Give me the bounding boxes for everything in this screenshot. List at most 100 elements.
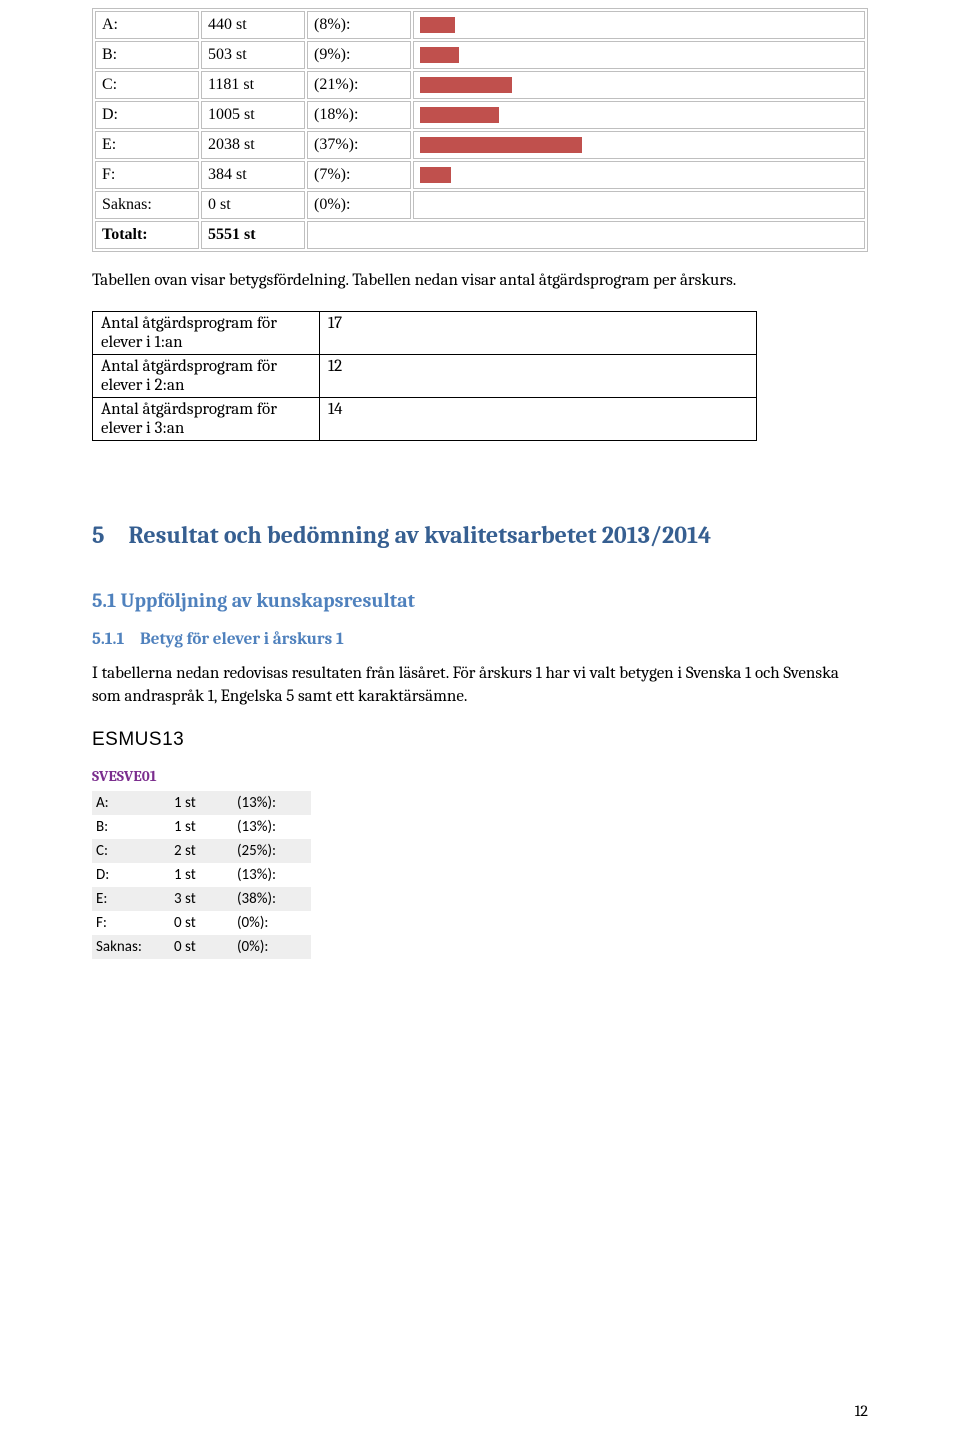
atgard-value: 14 [320, 397, 757, 440]
grade-count: 440 st [201, 11, 305, 39]
atgard-value: 17 [320, 311, 757, 354]
total-value: 5551 st [201, 221, 305, 249]
bar-track [420, 197, 858, 213]
grade-percent: (18%): [307, 101, 411, 129]
bar-track [420, 17, 858, 33]
page: A:440 st(8%):B:503 st(9%):C:1181 st(21%)… [0, 0, 960, 1448]
grade-count: 1 st [170, 863, 233, 887]
table-row: E:2038 st(37%): [95, 131, 865, 159]
grade-label: E: [92, 887, 170, 911]
grade-label: B: [95, 41, 199, 69]
grade-count: 1005 st [201, 101, 305, 129]
atgard-label: Antal åtgärdsprogram för elever i 3:an [93, 397, 320, 440]
table-row: B:503 st(9%): [95, 41, 865, 69]
bar-fill [420, 47, 459, 63]
table-row: Antal åtgärdsprogram för elever i 3:an14 [93, 397, 757, 440]
grade-count: 2 st [170, 839, 233, 863]
grade-percent: (0%): [233, 911, 311, 935]
intro-paragraph: Tabellen ovan visar betygsfördelning. Ta… [92, 270, 868, 293]
table-row-total: Totalt:5551 st [95, 221, 865, 249]
grade-table-body: A:440 st(8%):B:503 st(9%):C:1181 st(21%)… [95, 11, 865, 249]
grade-percent: (13%): [233, 863, 311, 887]
bar-fill [420, 137, 582, 153]
course-code: ESMUS13 [92, 729, 868, 751]
table-row: Saknas:0 st(0%): [92, 935, 311, 959]
subject-code: SVESVE01 [92, 767, 868, 785]
heading-5: 5 Resultat och bedömning av kvalitetsarb… [92, 521, 868, 549]
grade-bar-cell [413, 71, 865, 99]
grade-count: 3 st [170, 887, 233, 911]
grade-bar-cell [413, 131, 865, 159]
grade-count: 0 st [170, 911, 233, 935]
grade-count: 0 st [201, 191, 305, 219]
grade-label: C: [95, 71, 199, 99]
bar-fill [420, 17, 455, 33]
grade-percent: (37%): [307, 131, 411, 159]
grade-label: Saknas: [95, 191, 199, 219]
section-paragraph: I tabellerna nedan redovisas resultaten … [92, 663, 868, 709]
grade-label: D: [92, 863, 170, 887]
grade-label: F: [95, 161, 199, 189]
page-number: 12 [855, 1402, 868, 1420]
grade-bar-cell [413, 11, 865, 39]
table-row: D:1 st(13%): [92, 863, 311, 887]
table-row: C:1181 st(21%): [95, 71, 865, 99]
atgard-value: 12 [320, 354, 757, 397]
grade-count: 503 st [201, 41, 305, 69]
table-row: A:1 st(13%): [92, 791, 311, 815]
atgard-label: Antal åtgärdsprogram för elever i 2:an [93, 354, 320, 397]
grade-label: Saknas: [92, 935, 170, 959]
grade-bar-cell [413, 161, 865, 189]
total-label: Totalt: [95, 221, 199, 249]
table-row: Antal åtgärdsprogram för elever i 2:an12 [93, 354, 757, 397]
grade-bar-cell [413, 191, 865, 219]
grade-count: 1 st [170, 791, 233, 815]
grade-percent: (8%): [307, 11, 411, 39]
bar-track [420, 107, 858, 123]
grade-label: A: [95, 11, 199, 39]
grade-percent: (7%): [307, 161, 411, 189]
grade-percent: (21%): [307, 71, 411, 99]
heading-5-1-1-number: 5.1.1 [92, 630, 140, 649]
bar-fill [420, 107, 499, 123]
grade-percent: (13%): [233, 791, 311, 815]
grade-count: 2038 st [201, 131, 305, 159]
atgard-table-body: Antal åtgärdsprogram för elever i 1:an17… [93, 311, 757, 440]
bar-track [420, 47, 858, 63]
bar-fill [420, 77, 512, 93]
table-row: Antal åtgärdsprogram för elever i 1:an17 [93, 311, 757, 354]
grade-label: E: [95, 131, 199, 159]
grade-label: C: [92, 839, 170, 863]
table-row: F:384 st(7%): [95, 161, 865, 189]
table-row: F:0 st(0%): [92, 911, 311, 935]
grade-bar-cell [413, 41, 865, 69]
subject-grade-body: A:1 st(13%):B:1 st(13%):C:2 st(25%):D:1 … [92, 791, 311, 959]
table-row: E:3 st(38%): [92, 887, 311, 911]
grade-percent: (25%): [233, 839, 311, 863]
grade-count: 1181 st [201, 71, 305, 99]
table-row: Saknas:0 st(0%): [95, 191, 865, 219]
grade-percent: (13%): [233, 815, 311, 839]
bar-fill [420, 167, 451, 183]
table-row: C:2 st(25%): [92, 839, 311, 863]
grade-percent: (9%): [307, 41, 411, 69]
grade-distribution-table: A:440 st(8%):B:503 st(9%):C:1181 st(21%)… [92, 8, 868, 252]
table-row: B:1 st(13%): [92, 815, 311, 839]
heading-5-1-1: 5.1.1Betyg för elever i årskurs 1 [92, 630, 868, 649]
atgard-label: Antal åtgärdsprogram för elever i 1:an [93, 311, 320, 354]
grade-count: 0 st [170, 935, 233, 959]
grade-count: 1 st [170, 815, 233, 839]
subject-grade-table: A:1 st(13%):B:1 st(13%):C:2 st(25%):D:1 … [92, 791, 311, 959]
grade-percent: (0%): [233, 935, 311, 959]
heading-5-1: 5.1 Uppföljning av kunskapsresultat [92, 589, 868, 612]
grade-count: 384 st [201, 161, 305, 189]
bar-track [420, 77, 858, 93]
grade-label: F: [92, 911, 170, 935]
table-row: A:440 st(8%): [95, 11, 865, 39]
grade-label: B: [92, 815, 170, 839]
grade-label: A: [92, 791, 170, 815]
atgard-table: Antal åtgärdsprogram för elever i 1:an17… [92, 311, 757, 441]
heading-5-1-1-text: Betyg för elever i årskurs 1 [140, 630, 344, 649]
bar-track [420, 137, 858, 153]
table-row: D:1005 st(18%): [95, 101, 865, 129]
